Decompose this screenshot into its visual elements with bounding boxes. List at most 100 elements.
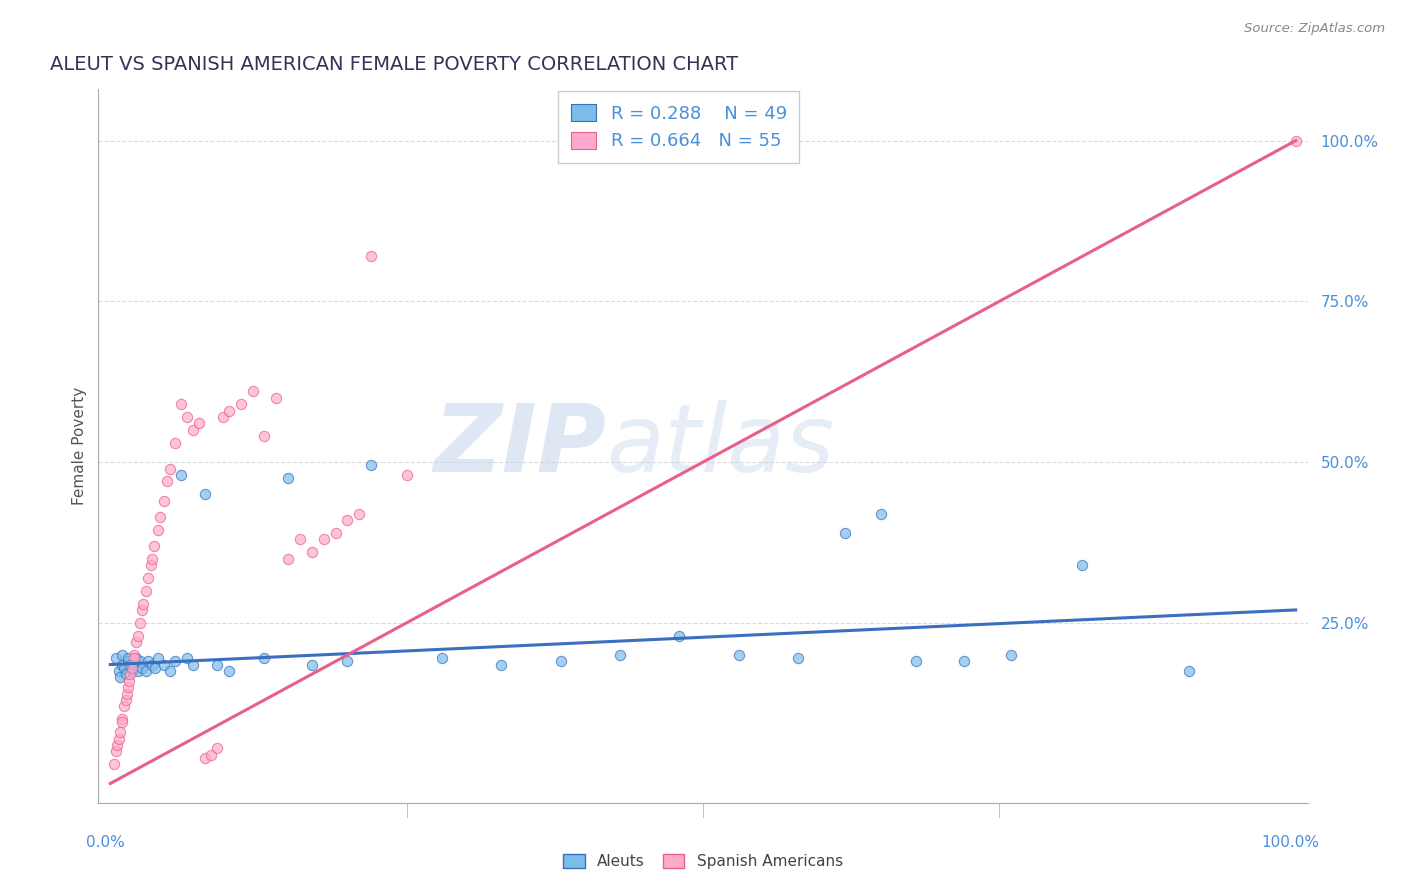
Point xyxy=(127,664,149,678)
Point xyxy=(277,471,299,485)
Point xyxy=(905,654,928,668)
Point xyxy=(122,648,145,662)
Text: 0.0%: 0.0% xyxy=(86,835,125,850)
Point xyxy=(141,657,163,672)
Point xyxy=(111,715,134,730)
Point xyxy=(121,661,143,675)
Text: 100.0%: 100.0% xyxy=(1261,835,1320,850)
Point xyxy=(131,661,153,675)
Point xyxy=(105,651,128,665)
Point xyxy=(105,738,128,752)
Point xyxy=(165,435,187,450)
Point xyxy=(170,397,193,411)
Point xyxy=(114,699,136,714)
Point xyxy=(301,657,323,672)
Point xyxy=(176,651,198,665)
Point xyxy=(277,551,299,566)
Point xyxy=(141,551,163,566)
Point xyxy=(121,664,143,678)
Point xyxy=(107,731,129,746)
Point xyxy=(212,410,235,425)
Point xyxy=(117,651,139,665)
Text: ZIP: ZIP xyxy=(433,400,606,492)
Point xyxy=(146,523,169,537)
Point xyxy=(609,648,631,662)
Point xyxy=(668,629,690,643)
Point xyxy=(108,725,131,739)
Point xyxy=(132,597,155,611)
Point xyxy=(360,458,382,473)
Point xyxy=(120,667,142,681)
Point xyxy=(253,429,276,443)
Point xyxy=(165,654,187,668)
Point xyxy=(336,513,359,527)
Point xyxy=(205,657,228,672)
Point xyxy=(111,648,134,662)
Y-axis label: Female Poverty: Female Poverty xyxy=(72,387,87,505)
Point xyxy=(122,651,145,665)
Point xyxy=(120,657,142,672)
Point xyxy=(834,525,856,540)
Point xyxy=(125,651,148,665)
Point xyxy=(159,664,181,678)
Point xyxy=(111,657,134,672)
Point xyxy=(360,249,382,263)
Point xyxy=(181,657,204,672)
Point xyxy=(264,391,287,405)
Text: Source: ZipAtlas.com: Source: ZipAtlas.com xyxy=(1244,22,1385,36)
Point xyxy=(117,680,139,694)
Point xyxy=(105,744,128,758)
Point xyxy=(114,661,136,675)
Text: atlas: atlas xyxy=(606,401,835,491)
Point xyxy=(229,397,252,411)
Point xyxy=(143,661,166,675)
Point xyxy=(107,664,129,678)
Point xyxy=(1000,648,1022,662)
Point xyxy=(347,507,370,521)
Point xyxy=(786,651,808,665)
Point xyxy=(325,525,347,540)
Point xyxy=(136,571,159,585)
Point xyxy=(194,751,217,765)
Point xyxy=(336,654,359,668)
Point xyxy=(200,747,222,762)
Point xyxy=(127,629,149,643)
Point xyxy=(135,664,157,678)
Point xyxy=(218,403,240,417)
Point xyxy=(156,475,179,489)
Point xyxy=(194,487,217,501)
Point xyxy=(432,651,454,665)
Point xyxy=(869,507,891,521)
Point xyxy=(1071,558,1094,572)
Point xyxy=(952,654,974,668)
Point xyxy=(288,533,311,547)
Point xyxy=(118,673,141,688)
Point xyxy=(115,686,138,700)
Point xyxy=(205,741,228,756)
Legend: R = 0.288    N = 49, R = 0.664   N = 55: R = 0.288 N = 49, R = 0.664 N = 55 xyxy=(558,91,800,163)
Point xyxy=(395,467,418,482)
Point xyxy=(146,651,169,665)
Point xyxy=(1285,134,1308,148)
Point xyxy=(159,461,181,475)
Point xyxy=(131,603,153,617)
Point xyxy=(218,664,240,678)
Point xyxy=(129,654,152,668)
Point xyxy=(312,533,335,547)
Point xyxy=(111,712,134,726)
Point xyxy=(176,410,198,425)
Point xyxy=(114,667,136,681)
Point xyxy=(149,509,172,524)
Point xyxy=(181,423,204,437)
Point xyxy=(143,539,166,553)
Legend: Aleuts, Spanish Americans: Aleuts, Spanish Americans xyxy=(557,847,849,875)
Point xyxy=(139,558,162,572)
Point xyxy=(152,657,174,672)
Point xyxy=(242,384,264,399)
Point xyxy=(550,654,572,668)
Point xyxy=(727,648,749,662)
Point xyxy=(135,583,157,598)
Point xyxy=(103,757,125,772)
Point xyxy=(1178,664,1201,678)
Point xyxy=(152,493,174,508)
